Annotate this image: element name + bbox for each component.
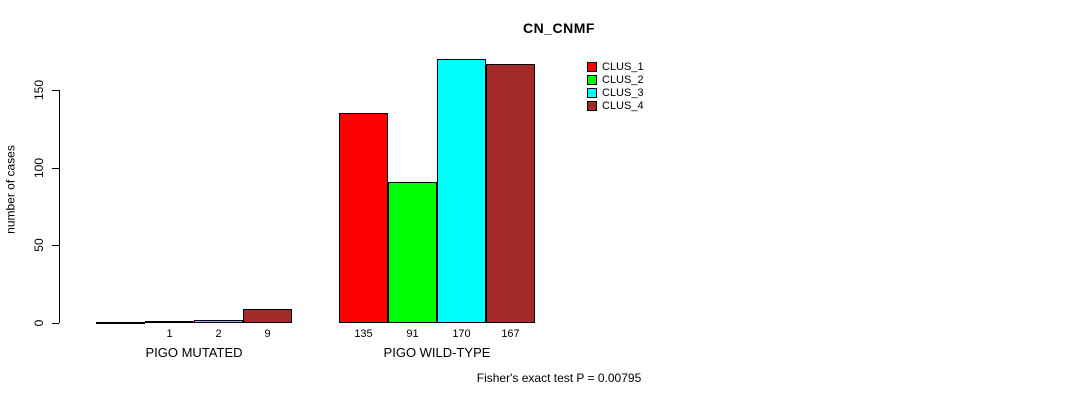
bar-value-label: 2 bbox=[215, 328, 222, 340]
y-axis-label: number of cases bbox=[3, 145, 18, 234]
legend-item-clus-3: CLUS_3 bbox=[587, 87, 644, 99]
legend-label-clus-3: CLUS_3 bbox=[602, 87, 644, 99]
y-tick-label: 100 bbox=[32, 157, 46, 179]
bar-clus_1-cat0 bbox=[96, 322, 145, 324]
legend-swatch-clus-3 bbox=[587, 88, 597, 98]
legend-item-clus-2: CLUS_2 bbox=[587, 74, 644, 86]
y-tick-mark bbox=[52, 90, 59, 91]
legend-item-clus-4: CLUS_4 bbox=[587, 100, 644, 112]
y-tick-label: 0 bbox=[32, 319, 46, 327]
bar-clus_4-cat1 bbox=[486, 64, 535, 323]
legend-label-clus-1: CLUS_1 bbox=[602, 61, 644, 73]
bar-clus_2-cat0 bbox=[145, 321, 194, 323]
y-tick-mark bbox=[52, 323, 59, 324]
category-label: PIGO WILD-TYPE bbox=[383, 345, 491, 360]
legend: CLUS_1 CLUS_2 CLUS_3 CLUS_4 bbox=[587, 62, 644, 114]
bar-clus_2-cat1 bbox=[388, 182, 437, 323]
legend-swatch-clus-1 bbox=[587, 62, 597, 72]
legend-item-clus-1: CLUS_1 bbox=[587, 61, 644, 73]
y-tick-mark bbox=[52, 245, 59, 246]
bar-value-label: 91 bbox=[406, 328, 419, 340]
bar-value-label: 1 bbox=[166, 328, 173, 340]
chart-title: CN_CNMF bbox=[523, 20, 595, 36]
bar-clus_3-cat0 bbox=[194, 320, 243, 323]
legend-label-clus-4: CLUS_4 bbox=[602, 100, 644, 112]
y-tick-mark bbox=[52, 168, 59, 169]
legend-swatch-clus-4 bbox=[587, 101, 597, 111]
bar-value-label: 9 bbox=[264, 328, 271, 340]
annotation-text: Fisher's exact test P = 0.00795 bbox=[476, 371, 642, 385]
category-label: PIGO MUTATED bbox=[145, 345, 243, 360]
bar-value-label: 135 bbox=[354, 328, 373, 340]
legend-swatch-clus-2 bbox=[587, 75, 597, 85]
bar-clus_1-cat1 bbox=[339, 113, 388, 323]
y-axis-line bbox=[59, 90, 60, 323]
bar-value-label: 170 bbox=[452, 328, 471, 340]
y-tick-label: 50 bbox=[32, 238, 46, 252]
legend-label-clus-2: CLUS_2 bbox=[602, 74, 644, 86]
bar-value-label: 167 bbox=[501, 328, 520, 340]
bar-clus_4-cat0 bbox=[243, 309, 292, 323]
y-tick-label: 150 bbox=[32, 79, 46, 101]
bar-clus_3-cat1 bbox=[437, 59, 486, 323]
